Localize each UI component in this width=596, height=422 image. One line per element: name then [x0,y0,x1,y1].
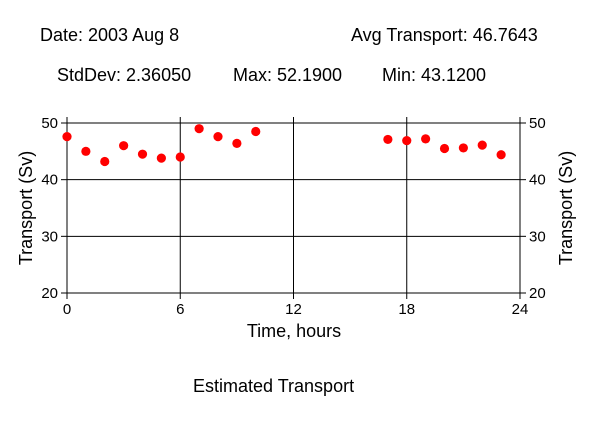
data-point [81,146,91,156]
y-axis-title-right: Transport (Sv) [556,151,576,265]
data-point [251,126,261,137]
y-tick-label-left: 30 [41,228,58,245]
y-tick-label-right: 40 [529,172,546,189]
data-point [62,132,72,142]
y-tick-label-right: 20 [529,285,546,302]
data-point [100,156,110,167]
x-tick-label: 24 [512,301,529,318]
data-point [175,152,185,162]
x-tick-label: 6 [176,301,184,318]
grid-lines [67,123,520,293]
x-axis-title: Time, hours [247,321,341,341]
data-point [194,124,204,134]
data-point [137,149,148,159]
data-point [439,143,450,154]
data-points [62,124,506,167]
y-tick-label-left: 40 [41,172,58,189]
data-point [496,150,506,160]
chart-caption: Estimated Transport [193,376,355,396]
x-tick-label: 18 [398,301,415,318]
data-point [232,138,242,148]
stddev-text: StdDev: 2.36050 [57,65,192,85]
y-tick-label-right: 30 [529,228,546,245]
data-point [383,134,393,145]
y-axis-title-left: Transport (Sv) [16,151,36,265]
data-point [421,134,431,144]
axis-ticks [61,117,526,299]
y-tick-label-left: 50 [41,115,58,132]
data-point [213,132,223,142]
max-text: Max: 52.1900 [233,65,343,85]
avg-transport-text: Avg Transport: 46.7643 [351,25,538,45]
date-text: Date: 2003 Aug 8 [40,25,180,45]
x-tick-label: 0 [63,301,71,318]
data-point [156,153,166,163]
data-point [477,140,487,150]
y-tick-label-left: 20 [41,285,58,302]
x-tick-label: 12 [285,301,302,318]
y-tick-label-right: 50 [529,115,546,132]
min-text: Min: 43.1200 [382,65,487,85]
data-point [458,143,468,153]
data-point [119,141,129,151]
data-point [402,135,412,146]
